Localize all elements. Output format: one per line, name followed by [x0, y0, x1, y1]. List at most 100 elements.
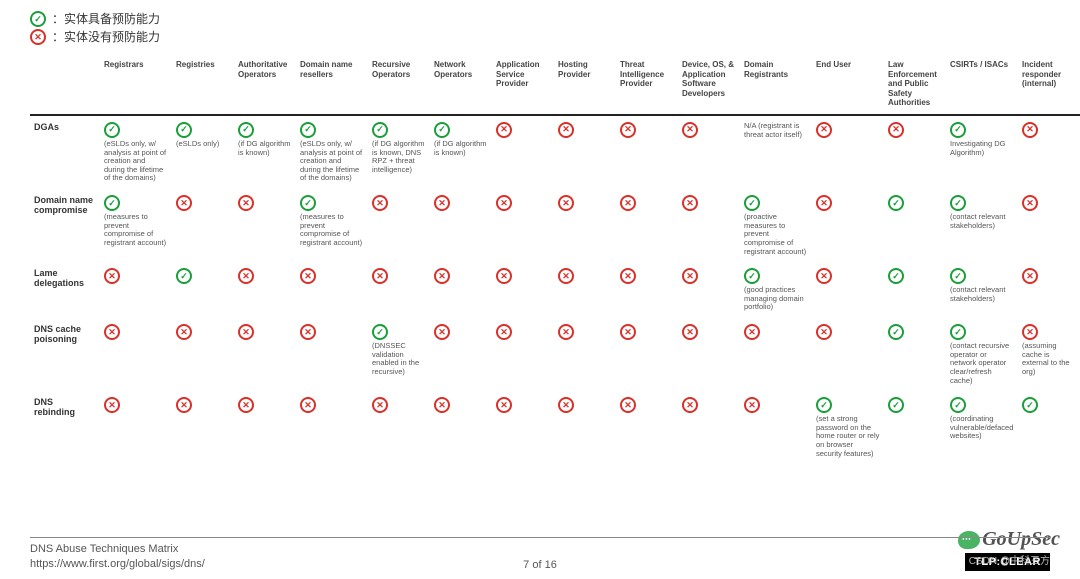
cell: ✕ [100, 262, 172, 318]
cell-note: (proactive measures to prevent compromis… [744, 213, 808, 256]
check-icon: ✓ [300, 122, 316, 138]
cross-icon: ✕ [888, 122, 904, 138]
row-label: DNS rebinding [30, 391, 100, 464]
cross-icon: ✕ [372, 195, 388, 211]
cross-icon: ✕ [682, 268, 698, 284]
cell-note: (eSLDs only, w/ analysis at point of cre… [104, 140, 168, 183]
check-icon: ✓ [950, 195, 966, 211]
cross-icon: ✕ [238, 324, 254, 340]
col-header: Threat Intelligence Provider [616, 54, 678, 115]
cell: ✕ [554, 391, 616, 464]
table-row: DNS rebinding✕✕✕✕✕✕✕✕✕✕✕✓(set a strong p… [30, 391, 1080, 464]
cross-icon: ✕ [558, 268, 574, 284]
cell: ✕ [884, 115, 946, 189]
cell: ✕ [492, 262, 554, 318]
cell: ✕ [172, 189, 234, 262]
check-icon: ✓ [950, 122, 966, 138]
cross-icon: ✕ [620, 324, 636, 340]
check-icon: ✓ [816, 397, 832, 413]
check-icon: ✓ [238, 122, 254, 138]
cell: ✓ (if DG algorithm is known) [234, 115, 296, 189]
cell: ✕ [812, 189, 884, 262]
cell: ✕ [678, 262, 740, 318]
check-icon: ✓ [888, 195, 904, 211]
cell: ✕ [740, 391, 812, 464]
cell: ✕ [430, 189, 492, 262]
cross-icon: ✕ [682, 122, 698, 138]
cell-note: Investigating DG Algorithm) [950, 140, 1014, 157]
header-row: RegistrarsRegistriesAuthoritative Operat… [30, 54, 1080, 115]
cell: ✕ [492, 318, 554, 391]
table-row: Domain name compromise ✓ (measures to prev… [30, 189, 1080, 262]
check-icon: ✓ [744, 268, 760, 284]
cross-icon: ✕ [496, 122, 512, 138]
cell-note: (if DG algorithm is known, DNS RPZ + thr… [372, 140, 426, 175]
cell-note: (if DG algorithm is known) [434, 140, 488, 157]
col-header: Application Service Provider [492, 54, 554, 115]
cell: ✕ [678, 115, 740, 189]
cell-note: (if DG algorithm is known) [238, 140, 292, 157]
col-header: Device, OS, & Application Software Devel… [678, 54, 740, 115]
matrix-table: RegistrarsRegistriesAuthoritative Operat… [30, 54, 1080, 464]
cell: ✕ [554, 262, 616, 318]
row-label: Lame delegations [30, 262, 100, 318]
cross-icon: ✕ [104, 324, 120, 340]
cell: ✕ [296, 262, 368, 318]
cell: ✓(if DG algorithm is known) [430, 115, 492, 189]
check-icon: ✓ [888, 397, 904, 413]
table-row: Lame delegations✕✓✕✕✕✕✕✕✕✕✓(good practic… [30, 262, 1080, 318]
cell: ✕ [1018, 262, 1080, 318]
cross-icon: ✕ [1022, 195, 1038, 211]
cross-icon: ✕ [238, 195, 254, 211]
cell: ✕ [492, 189, 554, 262]
cell-note: (set a strong password on the home route… [816, 415, 880, 458]
cross-icon: ✕ [620, 195, 636, 211]
cell-note: (eSLDs only) [176, 140, 230, 149]
cell: ✕ [234, 262, 296, 318]
cell: ✕ [616, 115, 678, 189]
cross-icon: ✕ [1022, 122, 1038, 138]
cell: ✓(coordinating vulnerable/defaced websit… [946, 391, 1018, 464]
legend: ✓ ：实体具备预防能力 ✕ ：实体没有预防能力 [30, 10, 1050, 46]
page-number: 7 of 16 [523, 559, 557, 571]
cross-icon: ✕ [816, 324, 832, 340]
page: ✓ ：实体具备预防能力 ✕ ：实体没有预防能力 RegistrarsRegist… [0, 0, 1080, 579]
cross-icon: ✕ [1022, 268, 1038, 284]
cell: ✕ [296, 318, 368, 391]
cell: ✕ [172, 318, 234, 391]
col-header: Domain name resellers [296, 54, 368, 115]
row-label: Domain name compromise [30, 189, 100, 262]
check-icon: ✓ [104, 122, 120, 138]
cross-icon: ✕ [434, 324, 450, 340]
cell: ✕ [492, 391, 554, 464]
cell: ✕(assuming cache is external to the org) [1018, 318, 1080, 391]
cell: ✕ [172, 391, 234, 464]
cell: ✓ [172, 262, 234, 318]
legend-yes-text: ：实体具备预防能力 [52, 10, 160, 28]
col-header: Law Enforcement and Public Safety Author… [884, 54, 946, 115]
check-icon: ✓ [950, 397, 966, 413]
cell: ✓ (contact relevant stakeholders) [946, 189, 1018, 262]
col-header: CSIRTs / ISACs [946, 54, 1018, 115]
cross-icon: ✕ [682, 195, 698, 211]
check-icon: ✓ [1022, 397, 1038, 413]
col-header: Incident responder (internal) [1018, 54, 1080, 115]
cell: ✕ [812, 115, 884, 189]
cell: ✕ [234, 189, 296, 262]
row-label: DNS cache poisoning [30, 318, 100, 391]
cross-icon: ✕ [30, 29, 46, 45]
cell: ✓(eSLDs only, w/ analysis at point of cr… [296, 115, 368, 189]
cell: ✓ (measures to prevent compromise of regi… [296, 189, 368, 262]
cell: ✕ [100, 318, 172, 391]
cross-icon: ✕ [176, 324, 192, 340]
cell: ✓ [884, 262, 946, 318]
table-row: DGAs✓(eSLDs only, w/ analysis at point o… [30, 115, 1080, 189]
cell-note: (contact relevant stakeholders) [950, 213, 1014, 230]
cell-note: (measures to prevent compromise of regis… [300, 213, 364, 248]
table-body: DGAs✓(eSLDs only, w/ analysis at point o… [30, 115, 1080, 464]
check-icon: ✓ [300, 195, 316, 211]
cross-icon: ✕ [176, 195, 192, 211]
col-header: End User [812, 54, 884, 115]
cell: ✕ [234, 391, 296, 464]
cell: ✕ [368, 391, 430, 464]
